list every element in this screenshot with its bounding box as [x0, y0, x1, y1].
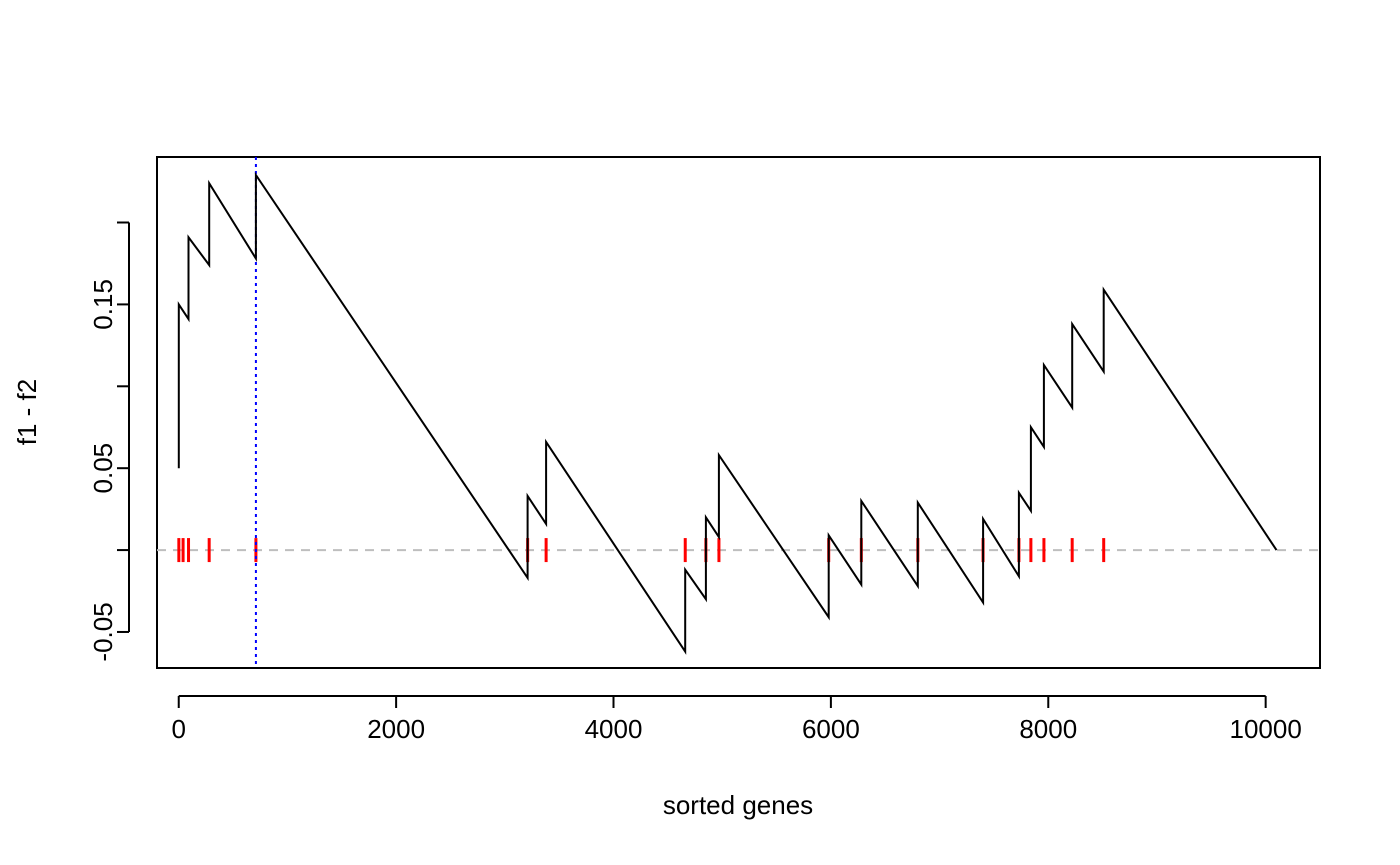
x-tick-label: 8000	[1019, 714, 1077, 744]
x-tick-label: 0	[172, 714, 186, 744]
y-tick-label: -0.05	[88, 602, 118, 661]
x-tick-label: 10000	[1229, 714, 1301, 744]
x-tick-label: 2000	[367, 714, 425, 744]
series-line	[177, 171, 1278, 655]
y-axis-title: f1 - f2	[12, 379, 42, 445]
y-tick-label: 0.05	[88, 443, 118, 494]
y-axis: -0.05 0.05 0.15	[88, 221, 130, 662]
x-tick-label: 4000	[585, 714, 643, 744]
x-axis-title: sorted genes	[663, 790, 813, 820]
plot-box	[156, 156, 1321, 669]
y-tick-label: 0.15	[88, 279, 118, 330]
x-tick-label: 6000	[802, 714, 860, 744]
x-axis: 0 2000 4000 6000 8000 10000	[172, 695, 1302, 744]
